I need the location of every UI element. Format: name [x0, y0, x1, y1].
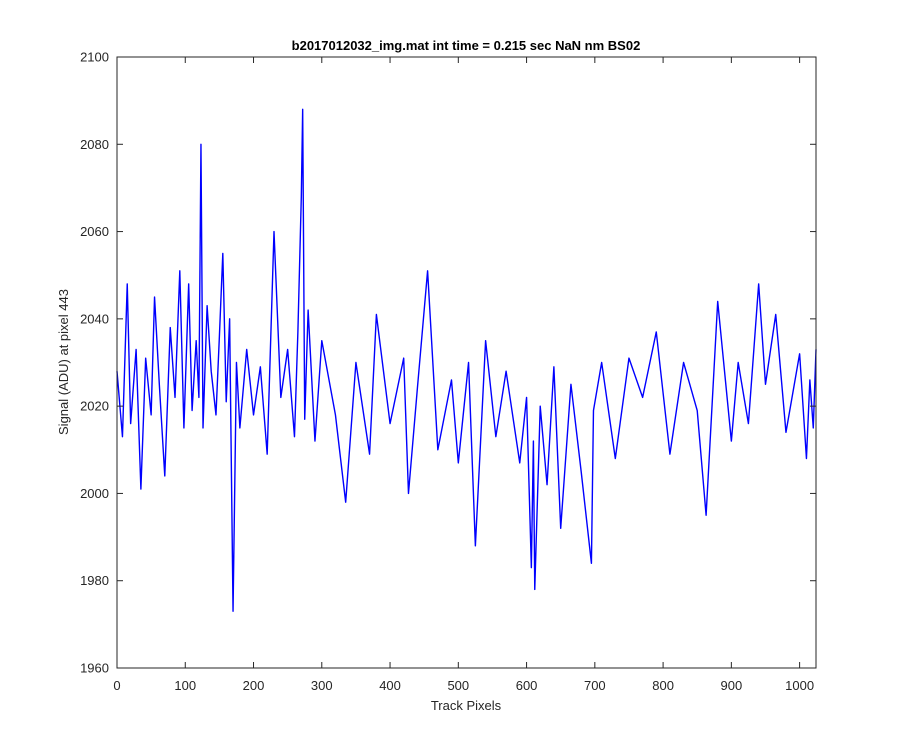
- x-tick-label: 800: [652, 678, 674, 693]
- x-tick-label: 300: [311, 678, 333, 693]
- x-tick-label: 200: [243, 678, 265, 693]
- y-tick-label: 2000: [80, 486, 109, 501]
- y-tick-label: 2040: [80, 311, 109, 326]
- x-tick-label: 500: [447, 678, 469, 693]
- y-tick-label: 1960: [80, 661, 109, 676]
- y-tick-label: 2080: [80, 137, 109, 152]
- axes: [116, 56, 817, 669]
- y-tick-label: 2100: [80, 50, 109, 65]
- y-tick-label: 2020: [80, 399, 109, 414]
- plot-background: [117, 57, 816, 668]
- chart-title: b2017012032_img.mat int time = 0.215 sec…: [292, 38, 641, 53]
- x-tick-label: 700: [584, 678, 606, 693]
- series-line-1: [116, 108, 817, 612]
- x-tick-label: 100: [174, 678, 196, 693]
- tick-labels: 0 100 200 300 400 500 600 700 800 900 1000 1960 1980…: [80, 50, 814, 694]
- x-axis-label: Track Pixels: [431, 698, 502, 713]
- x-tick-label: 900: [721, 678, 743, 693]
- x-tick-label: 600: [516, 678, 538, 693]
- plot-area: [117, 57, 816, 668]
- y-tick-label: 1980: [80, 573, 109, 588]
- axes-box: [116, 56, 817, 669]
- y-axis-label: Signal (ADU) at pixel 443: [56, 289, 71, 435]
- x-tick-label: 400: [379, 678, 401, 693]
- x-tick-label: 0: [113, 678, 120, 693]
- x-tick-label: 1000: [785, 678, 814, 693]
- series-layer: [116, 108, 817, 612]
- y-tick-label: 2060: [80, 224, 109, 239]
- tick-marks: [116, 56, 816, 669]
